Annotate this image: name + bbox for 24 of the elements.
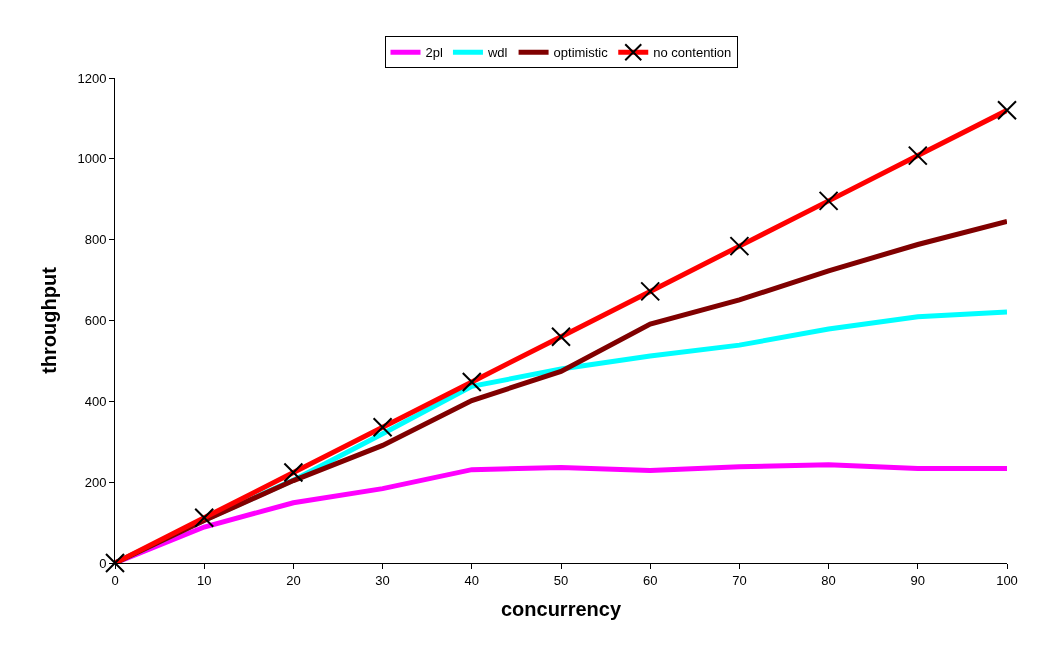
x-tick-label: 50 bbox=[553, 572, 569, 588]
y-tick-label: 800 bbox=[84, 232, 107, 248]
legend-label: optimistic bbox=[553, 45, 609, 61]
x-tick-label: 40 bbox=[464, 572, 480, 588]
x-tick-label: 0 bbox=[111, 572, 119, 588]
x-tick-label: 90 bbox=[910, 572, 926, 588]
y-axis-title: throughput bbox=[37, 266, 60, 374]
x-tick-label: 70 bbox=[732, 572, 747, 588]
x-tick-label: 10 bbox=[196, 572, 212, 588]
x-tick-label: 60 bbox=[642, 572, 658, 588]
y-tick-label: 600 bbox=[84, 313, 107, 329]
x-tick-label: 30 bbox=[375, 572, 390, 588]
x-tick-label: 100 bbox=[996, 572, 1018, 588]
y-tick-label: 1000 bbox=[77, 151, 107, 167]
y-tick-label: 400 bbox=[84, 393, 107, 409]
y-tick-label: 1200 bbox=[77, 70, 107, 86]
legend-label: 2pl bbox=[425, 45, 443, 61]
x-tick-label: 80 bbox=[821, 572, 836, 588]
y-tick-label: 0 bbox=[99, 555, 107, 571]
x-tick-label: 20 bbox=[286, 572, 301, 588]
legend-label: wdl bbox=[486, 45, 508, 61]
x-axis-title: concurrency bbox=[500, 598, 622, 621]
legend-label: no contention bbox=[653, 45, 732, 61]
y-tick-label: 200 bbox=[84, 474, 107, 490]
